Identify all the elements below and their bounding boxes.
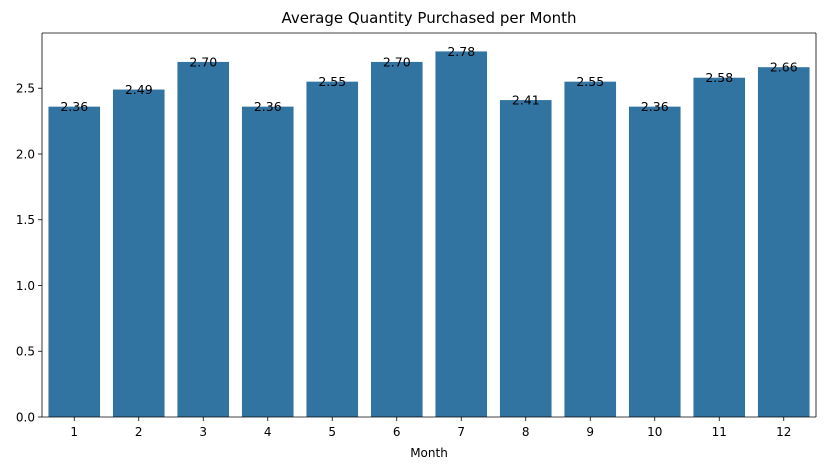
bar-month-9 xyxy=(564,81,617,417)
y-tick-label: 0.0 xyxy=(16,411,35,425)
y-tick-label: 2.0 xyxy=(16,147,35,161)
x-tick-label: 8 xyxy=(522,425,530,439)
x-tick-label: 7 xyxy=(457,425,465,439)
bar-month-5 xyxy=(306,81,359,417)
data-label-month-8: 2.41 xyxy=(512,93,540,108)
y-tick-label: 1.0 xyxy=(16,279,35,293)
data-label-month-4: 2.36 xyxy=(254,99,282,114)
x-tick-label: 10 xyxy=(647,425,662,439)
bar-month-2 xyxy=(112,89,165,417)
bar-month-4 xyxy=(241,106,294,418)
data-label-month-7: 2.78 xyxy=(447,44,475,59)
y-tick-label: 2.5 xyxy=(16,82,35,96)
y-axis: 0.0 0.5 1.0 1.5 2.0 2.5 xyxy=(16,82,42,425)
x-tick-label: 4 xyxy=(264,425,272,439)
x-tick-label: 11 xyxy=(712,425,727,439)
x-tick-label: 5 xyxy=(328,425,336,439)
bar-month-7 xyxy=(435,51,488,418)
bar-month-3 xyxy=(177,61,230,417)
bar-month-8 xyxy=(499,100,552,418)
bar-month-6 xyxy=(370,61,423,417)
x-tick-label: 9 xyxy=(586,425,594,439)
data-label-month-10: 2.36 xyxy=(641,99,669,114)
bar-month-11 xyxy=(693,77,746,417)
data-label-month-6: 2.70 xyxy=(383,54,411,69)
x-axis: 1 2 3 4 5 6 7 8 9 10 11 12 xyxy=(70,417,791,439)
data-label-month-9: 2.55 xyxy=(576,74,604,89)
x-tick-label: 3 xyxy=(199,425,207,439)
x-tick-label: 6 xyxy=(393,425,401,439)
chart-title: Average Quantity Purchased per Month xyxy=(281,9,576,27)
x-tick-label: 2 xyxy=(135,425,143,439)
x-axis-label: Month xyxy=(410,446,448,460)
data-label-month-3: 2.70 xyxy=(189,54,217,69)
y-tick-label: 0.5 xyxy=(16,345,35,359)
x-tick-label: 1 xyxy=(70,425,78,439)
bar-month-1 xyxy=(48,106,101,418)
data-label-month-1: 2.36 xyxy=(60,99,88,114)
data-label-month-12: 2.66 xyxy=(770,60,798,75)
data-labels-layer: 2.36 2.49 2.70 2.36 2.55 2.70 2.78 2.41 2.55 2.36… xyxy=(60,44,797,114)
y-tick-label: 1.5 xyxy=(16,213,35,227)
data-label-month-11: 2.58 xyxy=(705,70,733,85)
x-tick-label: 12 xyxy=(776,425,791,439)
data-label-month-2: 2.49 xyxy=(125,82,153,97)
data-label-month-5: 2.55 xyxy=(318,74,346,89)
bar-month-10 xyxy=(628,106,681,418)
bars-layer xyxy=(48,51,810,418)
bar-month-12 xyxy=(757,67,810,418)
